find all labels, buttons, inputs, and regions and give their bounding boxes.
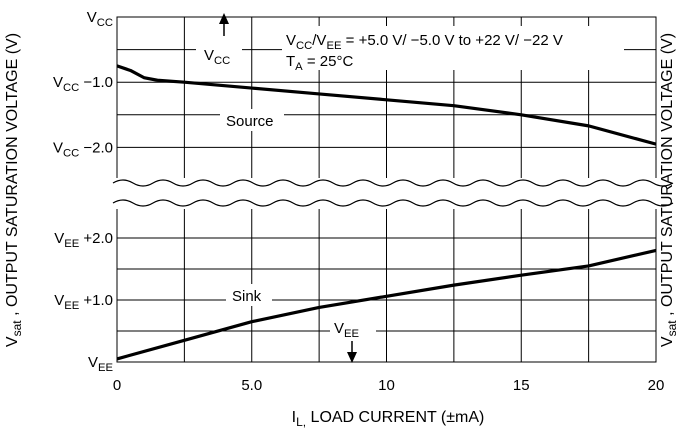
vee-marker-backdrop <box>330 316 376 342</box>
x-tick-label: 10 <box>378 377 395 394</box>
vcc-marker-label: VCC <box>204 47 230 67</box>
annotations: VCC/VEE = +5.0 V/ −5.0 V to +22 V/ −22 V… <box>196 13 624 363</box>
vcc-arrowhead <box>219 13 229 24</box>
data-series <box>116 64 657 361</box>
y-axis-title: Vsat , OUTPUT SATURATION VOLTAGE (V) <box>4 33 24 347</box>
x-tick-label: 20 <box>648 377 665 394</box>
series-line-source <box>116 64 657 146</box>
break-line-bottom <box>112 199 674 207</box>
source-label: Source <box>226 113 274 130</box>
x-tick-label: 5.0 <box>241 377 262 394</box>
conditions-backdrop <box>282 26 624 70</box>
source-label-backdrop <box>220 109 284 131</box>
x-tick-label: 15 <box>513 377 530 394</box>
y-tick-label: VCC −2.0 <box>53 139 113 159</box>
vee-arrowhead <box>347 352 357 363</box>
x-axis-title: IL, LOAD CURRENT (±mA) <box>292 409 485 429</box>
sink-label-backdrop <box>226 284 272 306</box>
conditions-text: VCC/VEE = +5.0 V/ −5.0 V to +22 V/ −22 V <box>286 32 563 52</box>
axis-titles: IL, LOAD CURRENT (±mA) Vsat , OUTPUT SATU… <box>4 33 679 429</box>
y-tick-label: VEE +1.0 <box>54 292 113 312</box>
axis-break-gap <box>111 178 664 209</box>
series-line-sink <box>116 248 657 361</box>
y-tick-label: VCC <box>87 9 113 29</box>
y-axis-title-right: Vsat , OUTPUT SATURATION VOLTAGE (V) <box>659 33 679 347</box>
tick-labels: 0 5.0 10 15 20 VCC VCC −1.0 VCC −2.0 VEE +2.0 VEE… <box>53 9 664 394</box>
sink-label: Sink <box>232 288 262 305</box>
x-tick-label: 0 <box>113 377 121 394</box>
temperature-text: TA = 25°C <box>286 53 353 73</box>
axis-break <box>111 178 674 209</box>
y-tick-label: VEE <box>88 354 114 374</box>
break-line-top <box>112 179 674 187</box>
vee-marker-label: VEE <box>334 320 360 340</box>
y-tick-label: VEE +2.0 <box>54 230 113 250</box>
vcc-marker-backdrop <box>196 42 242 66</box>
y-tick-label: VCC −1.0 <box>53 74 113 94</box>
